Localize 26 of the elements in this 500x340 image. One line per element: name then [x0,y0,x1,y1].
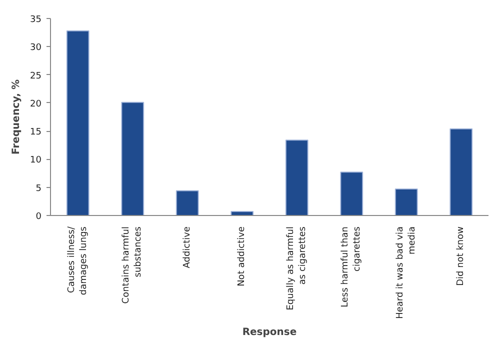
x-tick-label: Contains harmful substances [122,226,144,304]
bar [176,190,199,216]
y-axis-title: Frequency, % [11,79,22,155]
x-tick-label: Equally as harmful as cigarettes [286,226,308,310]
bar [230,211,254,216]
bar [285,140,308,216]
y-tick-label: 30 [30,43,42,54]
bar [66,30,90,216]
bar [450,128,473,216]
y-tick-label: 10 [30,156,42,166]
y-tick-label: 20 [30,99,42,110]
y-tick-label: 0 [36,212,42,222]
y-tick-label: 5 [36,184,42,194]
x-tick-label: Not addictive [237,226,248,286]
x-axis-title: Response [242,326,297,338]
bar [121,102,144,216]
y-tick-label: 15 [30,128,42,138]
x-tick-label: Causes illness/ damages lungs [66,226,89,296]
x-tick-label: Heard it was bad via media [395,226,418,319]
x-tick-label: Less harmful than cigarettes [340,226,363,308]
x-tick-label: Addictive [182,226,192,268]
y-tick-label: 35 [30,15,42,25]
bar [340,172,364,216]
x-tick-label: Did not know [456,226,466,286]
bar [394,188,418,216]
y-tick-label: 25 [30,71,42,82]
